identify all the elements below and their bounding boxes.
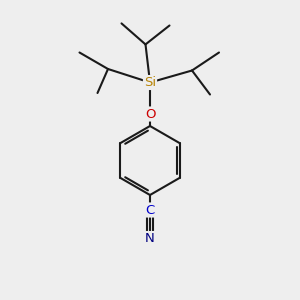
- Text: Si: Si: [144, 76, 156, 89]
- Text: O: O: [145, 107, 155, 121]
- Text: N: N: [145, 232, 155, 245]
- Text: C: C: [146, 203, 154, 217]
